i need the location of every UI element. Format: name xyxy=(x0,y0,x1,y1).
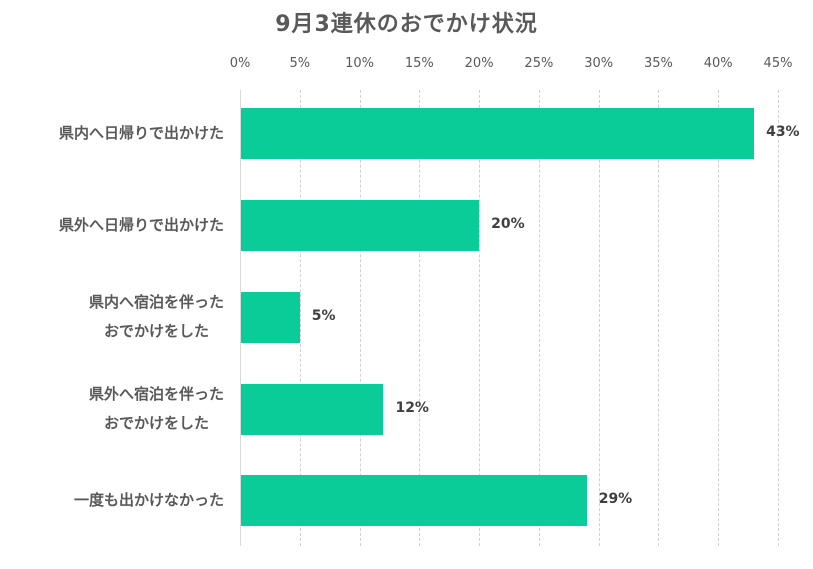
category-label-line: おでかけをした xyxy=(103,322,209,340)
gridline xyxy=(598,90,600,546)
x-tick-label: 20% xyxy=(464,56,494,71)
value-label: 43% xyxy=(766,124,800,140)
chart-title: 9月3連休のおでかけ状況 xyxy=(275,12,538,37)
category-label: 県内へ宿泊を伴った おでかけをした xyxy=(89,288,224,346)
gridline xyxy=(419,90,421,546)
category-label-line: 県内へ日帰りで出かけた xyxy=(58,123,224,142)
bar xyxy=(241,292,300,343)
bar xyxy=(241,384,384,435)
category-label-line: 県外へ宿泊を伴った xyxy=(88,385,224,403)
value-label: 20% xyxy=(491,216,525,232)
gridline xyxy=(538,90,540,546)
x-tick-label: 30% xyxy=(584,56,614,71)
bar xyxy=(241,475,587,526)
category-label: 一度も出かけなかった xyxy=(74,486,224,515)
category-label: 県外へ日帰りで出かけた xyxy=(59,211,224,240)
gridline xyxy=(658,90,660,546)
value-label: 29% xyxy=(598,491,633,507)
category-label-line: 一度も出かけなかった xyxy=(73,490,224,509)
x-tick-label: 35% xyxy=(643,56,673,71)
x-tick-label: 45% xyxy=(763,56,793,71)
gridline xyxy=(479,90,481,546)
category-label-line: おでかけをした xyxy=(103,414,209,432)
gridline xyxy=(299,90,301,546)
category-label: 県外へ宿泊を伴った おでかけをした xyxy=(89,380,224,438)
value-label: 12% xyxy=(395,400,429,416)
category-label-line: 県外へ日帰りで出かけた xyxy=(58,215,224,234)
x-tick-label: 25% xyxy=(524,56,554,71)
x-tick-label: 40% xyxy=(703,56,733,71)
bar xyxy=(241,200,480,251)
x-tick-label: 5% xyxy=(289,56,311,71)
category-label-line: 県内へ宿泊を伴った xyxy=(88,293,224,311)
x-tick-label: 10% xyxy=(345,56,374,71)
gridline xyxy=(240,90,241,546)
x-tick-label: 15% xyxy=(404,56,434,71)
category-label: 県内へ日帰りで出かけた xyxy=(59,119,224,148)
x-tick-label: 0% xyxy=(229,56,251,71)
gridline xyxy=(778,90,779,546)
gridline xyxy=(718,90,720,546)
value-label: 5% xyxy=(311,308,336,324)
bar xyxy=(241,108,755,159)
gridline xyxy=(359,90,361,546)
